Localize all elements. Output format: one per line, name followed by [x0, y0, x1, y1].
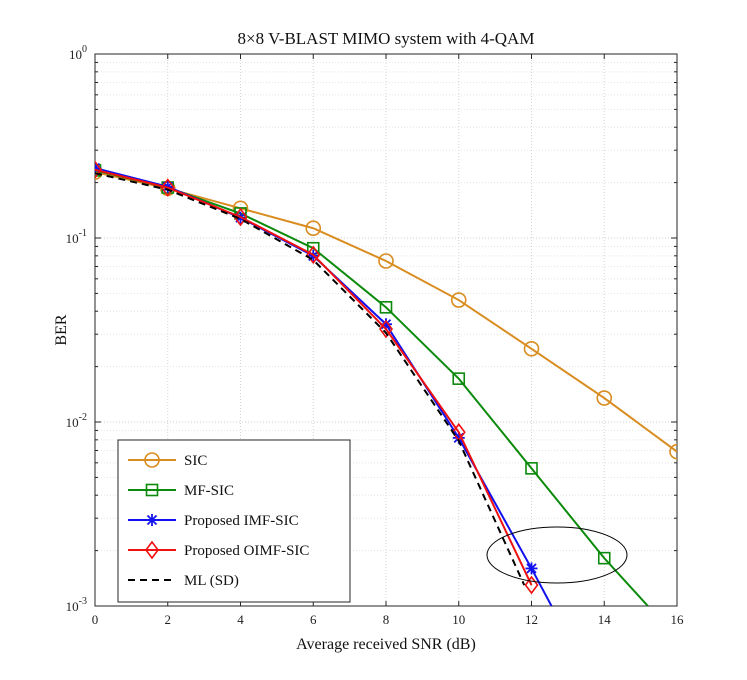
y-tick-exponent: -3 [79, 596, 87, 607]
legend-marker-mf-sic [145, 483, 159, 497]
y-axis-title: BER [53, 314, 70, 345]
data-point-mf-sic [379, 301, 393, 314]
x-tick-label: 4 [237, 612, 244, 627]
x-tick-label: 14 [598, 612, 612, 627]
legend-label-sic: SIC [184, 453, 207, 469]
data-point-mf-sic [597, 551, 611, 565]
data-point-sic [669, 443, 677, 460]
x-tick-label: 6 [310, 612, 317, 627]
y-tick-label: 100 [69, 44, 87, 62]
y-tick-exponent: -2 [79, 412, 87, 423]
x-tick-label: 12 [525, 612, 538, 627]
y-tick-base: 10 [66, 231, 79, 246]
legend-label-proposed-imf-sic: Proposed IMF-SIC [184, 513, 299, 529]
x-tick-label: 16 [671, 612, 685, 627]
data-point-proposed-oimf-sic [379, 319, 393, 339]
data-point-mf-sic [525, 462, 538, 475]
x-tick-label: 2 [165, 612, 172, 627]
x-tick-label: 8 [383, 612, 390, 627]
series-line-ml-sd [95, 172, 526, 586]
y-tick-base: 10 [66, 599, 79, 614]
series-lines [95, 160, 677, 606]
data-point-proposed-oimf-sic [95, 160, 102, 180]
y-tick-base: 10 [66, 415, 79, 430]
series-line-sic [95, 171, 677, 453]
y-tick-base: 10 [69, 47, 82, 62]
legend-label-ml-sd: ML (SD) [184, 573, 239, 589]
highlight-ellipse [486, 526, 628, 584]
x-axis-title: Average received SNR (dB) [296, 636, 476, 653]
legend-marker-proposed-imf-sic [146, 514, 158, 526]
y-tick-exponent: 0 [82, 44, 87, 55]
legend-label-proposed-oimf-sic: Proposed OIMF-SIC [184, 543, 309, 559]
series-line-proposed-oimf-sic [95, 168, 533, 586]
data-point-sic [305, 220, 322, 237]
y-tick-label: 10-3 [66, 596, 87, 614]
x-tick-label: 10 [452, 612, 465, 627]
chart-title: 8×8 V-BLAST MIMO system with 4-QAM [238, 29, 535, 48]
data-point-sic [378, 253, 394, 269]
data-point-proposed-oimf-sic [524, 575, 539, 595]
data-point-sic [523, 340, 540, 357]
data-point-proposed-oimf-sic [233, 207, 248, 227]
grid [95, 54, 677, 606]
data-point-mf-sic [452, 372, 466, 385]
legend: SIC MF-SIC Proposed IMF-SIC Proposed OIMF-S… [117, 439, 351, 603]
y-tick-label: 10-2 [66, 412, 87, 430]
data-point-proposed-oimf-sic [160, 178, 175, 197]
y-tick-label: 10-1 [66, 228, 87, 246]
data-point-sic [450, 292, 467, 308]
y-tick-exponent: -1 [79, 228, 87, 239]
data-point-sic [596, 390, 613, 406]
series-ml-sd [95, 172, 526, 586]
legend-marker-proposed-oimf-sic [145, 540, 159, 560]
legend-label-mf-sic: MF-SIC [184, 483, 234, 499]
x-tick-label: 0 [92, 612, 99, 627]
data-point-proposed-oimf-sic [306, 245, 321, 265]
data-point-proposed-imf-sic [525, 562, 538, 575]
legend-marker-sic [144, 452, 160, 468]
series-proposed-oimf-sic [95, 160, 539, 595]
